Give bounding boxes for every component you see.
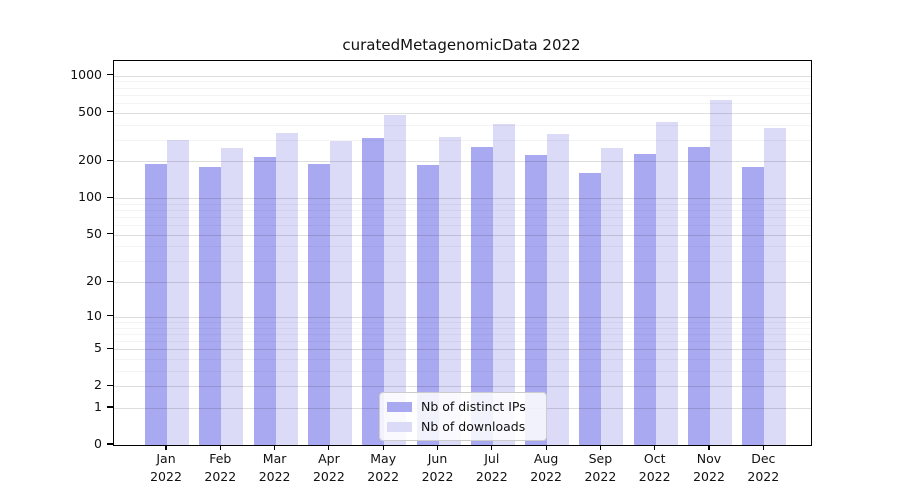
x-tick-mark (491, 445, 493, 451)
y-tick-label: 10 (86, 307, 102, 323)
bar-distinct-ips (145, 164, 167, 445)
bar-downloads (710, 99, 732, 445)
bar-distinct-ips (579, 173, 602, 445)
legend-swatch-distinct-ips-icon (387, 401, 412, 412)
x-tick-label: Jun 2022 (421, 451, 454, 484)
x-tick-mark (219, 445, 221, 451)
y-tick-mark (107, 347, 113, 349)
x-tick-mark (436, 445, 439, 451)
plot-area (113, 60, 812, 446)
legend-label-distinct-ips: Nb of distinct IPs (421, 399, 526, 414)
minor-gridline (114, 102, 811, 104)
bar-downloads (167, 140, 189, 445)
bar-downloads (221, 147, 244, 445)
bar-distinct-ips (633, 154, 656, 445)
y-tick-label: 1 (94, 398, 102, 414)
bar-distinct-ips (742, 167, 765, 445)
chart-title: curatedMetagenomicData 2022 (342, 36, 581, 54)
bar-downloads (438, 137, 461, 445)
bar-downloads (764, 128, 787, 445)
y-tick-mark (107, 111, 113, 113)
y-tick-mark (107, 443, 113, 445)
y-tick-mark (107, 280, 113, 282)
x-tick-mark (165, 445, 167, 451)
bar-distinct-ips (688, 146, 710, 445)
y-tick-label: 50 (86, 225, 102, 241)
y-tick-label: 100 (78, 189, 102, 205)
legend: Nb of distinct IPs Nb of downloads (379, 392, 547, 441)
y-tick-label: 1000 (70, 66, 102, 82)
x-tick-mark (599, 445, 601, 451)
major-gridline (114, 445, 811, 446)
minor-gridline (114, 87, 811, 89)
bar-downloads (655, 121, 678, 445)
minor-gridline (114, 94, 811, 96)
bar-downloads (547, 134, 570, 445)
bar-downloads (601, 147, 624, 445)
y-tick-label: 200 (78, 152, 102, 168)
x-tick-mark (274, 445, 276, 451)
bar-distinct-ips (253, 156, 276, 445)
x-tick-label: May 2022 (367, 451, 400, 484)
y-tick-label: 0 (94, 436, 102, 451)
y-tick-mark (107, 159, 113, 162)
y-tick-label: 2 (94, 377, 102, 393)
major-gridline (114, 112, 811, 114)
x-tick-label: Mar 2022 (258, 451, 291, 484)
y-tick-mark (107, 406, 113, 408)
x-tick-mark (382, 445, 384, 451)
x-tick-mark (545, 445, 547, 451)
y-tick-mark (107, 74, 113, 76)
legend-swatch-downloads-icon (387, 421, 412, 432)
bar-distinct-ips (307, 163, 330, 445)
minor-gridline (114, 139, 811, 141)
bar-distinct-ips (199, 167, 222, 445)
x-tick-mark (708, 445, 710, 451)
legend-item-downloads: Nb of downloads (387, 417, 538, 436)
bar-downloads (384, 115, 407, 445)
y-tick-label: 5 (94, 340, 102, 356)
y-tick-label: 20 (86, 273, 102, 289)
bar-distinct-ips (362, 137, 385, 445)
x-tick-label: Jan 2022 (150, 451, 182, 484)
x-tick-mark (762, 445, 764, 451)
y-tick-mark (107, 233, 113, 235)
bar-distinct-ips (416, 165, 439, 445)
bar-distinct-ips (525, 154, 548, 445)
x-tick-label: Jul 2022 (475, 451, 508, 484)
bar-downloads (329, 140, 352, 445)
bar-distinct-ips (470, 146, 493, 445)
legend-item-distinct-ips: Nb of distinct IPs (387, 397, 538, 416)
x-tick-label: Nov 2022 (693, 451, 725, 484)
y-tick-mark (107, 384, 113, 386)
x-tick-label: Feb 2022 (204, 451, 237, 484)
legend-label-downloads: Nb of downloads (421, 419, 526, 434)
x-tick-label: Oct 2022 (638, 451, 671, 484)
x-tick-mark (328, 445, 330, 451)
y-tick-mark (107, 196, 113, 198)
y-tick-mark (107, 315, 113, 317)
bar-downloads (492, 124, 515, 445)
minor-gridline (114, 81, 811, 83)
x-tick-mark (654, 445, 656, 451)
x-tick-label: Sep 2022 (584, 451, 617, 484)
minor-gridline (114, 124, 811, 126)
y-tick-label: 500 (78, 103, 102, 119)
bar-downloads (275, 133, 298, 445)
x-tick-label: Aug 2022 (530, 451, 562, 484)
x-tick-label: Apr 2022 (312, 451, 345, 484)
major-gridline (114, 75, 811, 77)
x-tick-label: Dec 2022 (747, 451, 780, 484)
